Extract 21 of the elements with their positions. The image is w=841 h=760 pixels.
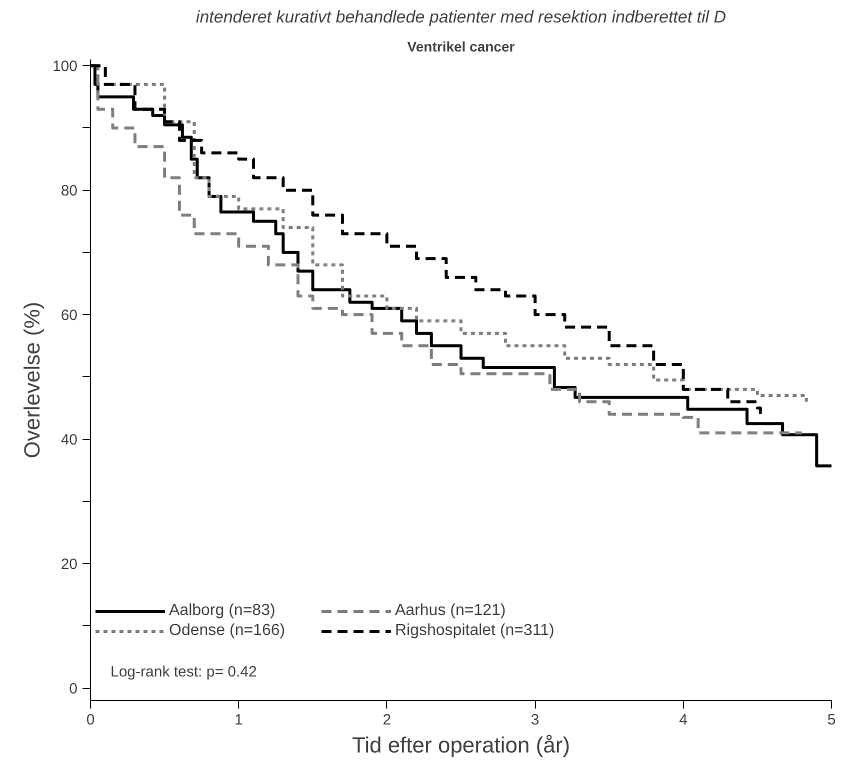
x-tick-label: 5 (827, 712, 836, 728)
x-tick-label: 4 (679, 712, 688, 728)
y-tick-label: 80 (60, 182, 78, 200)
y-tick-label: 0 (69, 680, 78, 698)
legend-label: Rigshospitalet (n=311) (395, 622, 554, 640)
x-tick-label: 3 (530, 712, 540, 728)
x-tick-label: 2 (382, 712, 392, 728)
y-tick-label: 20 (60, 556, 78, 574)
chart-title: intenderet kurativt behandlede patienter med resektion indberettet til D (196, 8, 726, 26)
legend-label: Aarhus (n=121) (395, 602, 507, 620)
y-axis-title: Overlevelse (%) (19, 302, 44, 458)
legend-label: Odense (n=166) (169, 622, 286, 640)
x-tick-label: 0 (86, 712, 95, 728)
x-axis-title: Tid efter operation (år) (352, 732, 570, 758)
x-tick-label: 1 (234, 712, 243, 728)
y-tick-label: 100 (52, 58, 78, 76)
y-tick-label: 60 (60, 307, 78, 324)
legend-label: Aalborg (n=83) (169, 602, 276, 620)
annotation: Log-rank test: p= 0.42 (110, 664, 257, 680)
chart-subtitle: Ventrikel cancer (407, 38, 516, 54)
y-tick-label: 40 (60, 432, 78, 449)
